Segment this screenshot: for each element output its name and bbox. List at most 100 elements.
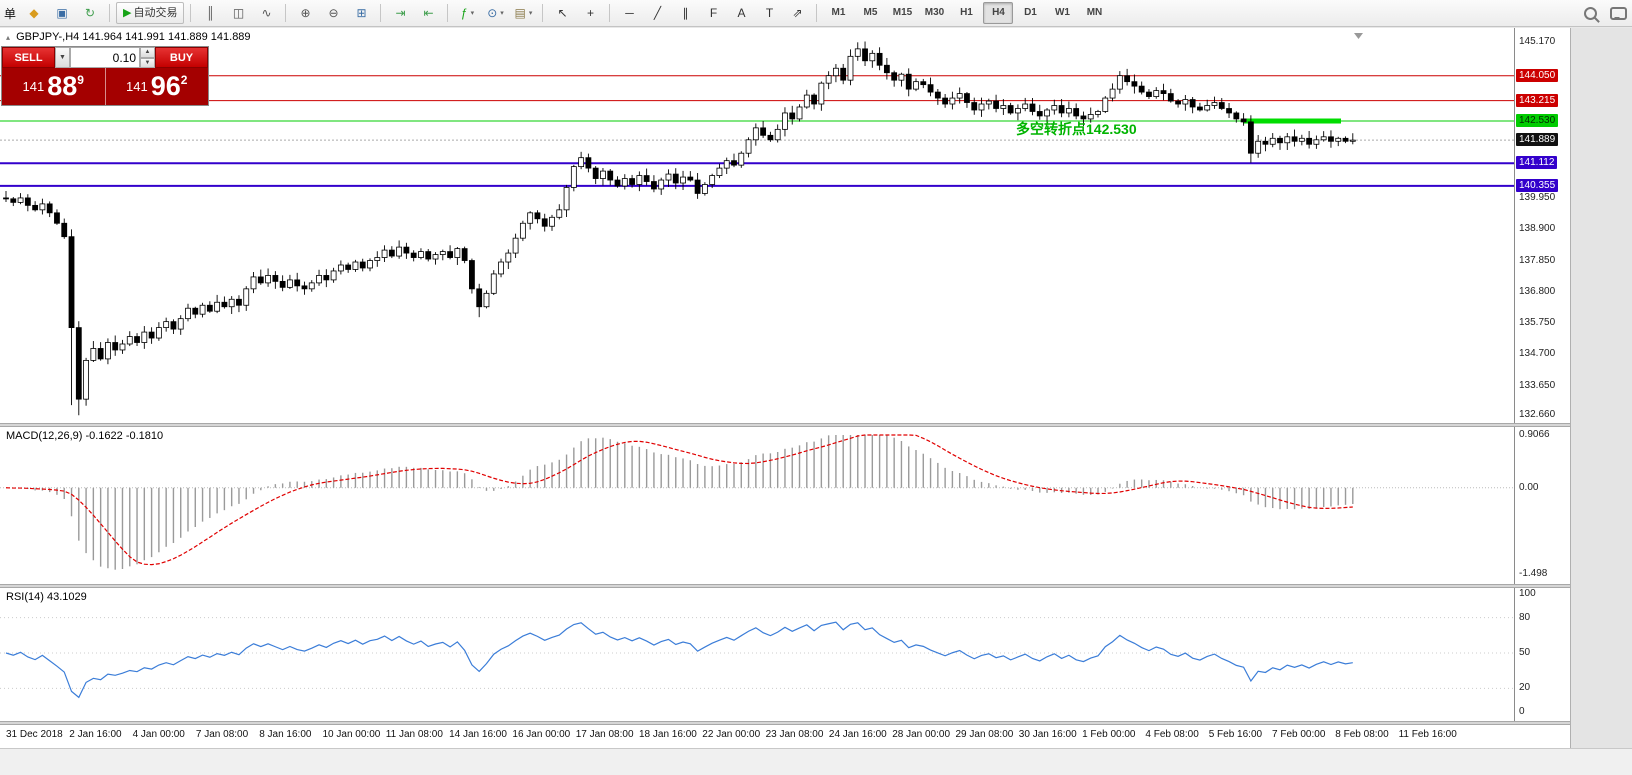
macd-axis-min: -1.498 — [1519, 568, 1548, 579]
lot-size-input[interactable]: 0.10 — [70, 47, 140, 68]
scroll-to-end-marker — [1354, 33, 1363, 39]
search-icon[interactable] — [1577, 2, 1603, 24]
new-order-icon: ◆ — [29, 6, 39, 20]
new-order-icon[interactable]: ◆ — [21, 2, 47, 24]
indicators-icon[interactable]: ƒ ▾ — [454, 2, 480, 24]
price-axis-label: 132.660 — [1519, 409, 1556, 421]
zoom-in-icon: ⊕ — [300, 6, 311, 20]
timeframe-m30[interactable]: M30 — [924, 7, 945, 18]
indicators-icon: ƒ — [460, 6, 468, 20]
time-label: 1 Feb 00:00 — [1082, 729, 1136, 740]
auto-scroll-icon[interactable]: ⇥ — [387, 2, 413, 24]
macd-axis-zero: 0.00 — [1519, 481, 1539, 493]
ask-big-digits: 96 — [150, 71, 181, 101]
lot-stepper: ▲ ▼ — [140, 47, 155, 68]
sell-button[interactable]: SELL — [2, 47, 55, 68]
lot-decrease-button[interactable]: ▼ — [140, 57, 155, 68]
candlesticks — [3, 41, 1356, 416]
ask-price-button[interactable]: 141 96 2 — [106, 68, 209, 105]
crosshair-icon: + — [586, 6, 594, 20]
pane-separator-rsi[interactable] — [0, 584, 1570, 588]
buy-button[interactable]: BUY — [155, 47, 208, 68]
time-label: 30 Jan 16:00 — [1018, 729, 1077, 740]
level-badge-140.355: 140.355 — [1516, 178, 1559, 192]
label-icon[interactable]: T — [756, 2, 782, 24]
time-label: 24 Jan 16:00 — [828, 729, 887, 740]
bar-chart-icon[interactable]: ║ — [197, 2, 223, 24]
charts-icon[interactable]: ▣ — [49, 2, 75, 24]
templates-icon[interactable]: ▤ ▾ — [510, 2, 536, 24]
text-icon[interactable]: A — [728, 2, 754, 24]
rsi-pane[interactable] — [0, 588, 1514, 721]
text-icon: A — [737, 6, 746, 20]
zoom-out-icon: ⊖ — [328, 6, 339, 20]
menu-fragment[interactable]: 单 — [4, 6, 17, 21]
crosshair-icon[interactable]: + — [577, 2, 603, 24]
periods-icon[interactable]: ⊙ ▾ — [482, 2, 508, 24]
cursor-icon: ↖ — [557, 6, 568, 20]
label-icon: T — [765, 6, 774, 20]
profiles-icon[interactable]: ↻ — [77, 2, 103, 24]
timeframe-h4[interactable]: H4 — [983, 2, 1014, 24]
lot-increase-button[interactable]: ▲ — [140, 47, 155, 58]
timeframe-h1[interactable]: H1 — [960, 7, 973, 18]
arrows-icon[interactable]: ⇗ — [784, 2, 810, 24]
autotrading-button: ▶ — [123, 6, 132, 19]
arrows-icon: ⇗ — [792, 6, 803, 20]
cursor-icon[interactable]: ↖ — [549, 2, 575, 24]
trendline-icon: ╱ — [653, 6, 662, 20]
timeframe-mn[interactable]: MN — [1086, 7, 1103, 18]
price-axis-label: 133.650 — [1519, 379, 1556, 391]
timeframe-d1[interactable]: D1 — [1024, 7, 1037, 18]
chat-icon[interactable] — [1605, 2, 1631, 24]
lot-dropdown-button[interactable]: ▼ — [55, 47, 70, 68]
time-axis[interactable]: 31 Dec 2018 2 Jan 16:00 4 Jan 00:00 7 Jan 0… — [0, 725, 1570, 748]
candlestick-chart-icon: ◫ — [232, 6, 245, 20]
autotrading-button[interactable]: ▶ 自动交易 — [116, 2, 185, 24]
timeframe-m15[interactable]: M15 — [892, 7, 913, 18]
time-label: 22 Jan 00:00 — [702, 729, 761, 740]
ask-pip-digit: 2 — [180, 73, 188, 87]
price-axis[interactable]: 145.170 139.950 138.900 137.850 136.800 135.7… — [1514, 28, 1570, 725]
chart-window[interactable]: 多空转折点142.530 ▴ GBPJPY-,H4 141.964 141.99… — [0, 28, 1570, 748]
hline-icon: ─ — [625, 6, 634, 20]
zoom-in-icon[interactable]: ⊕ — [292, 2, 318, 24]
hline-icon[interactable]: ─ — [616, 2, 642, 24]
chart-shift-icon[interactable]: ⇤ — [415, 2, 441, 24]
toolbar: 单 ◆ ▣ ↻ ▶ 自动交易 ║ ◫ ∿ ⊕ ⊖ ⊞ ⇥ ⇤ ƒ ▾ ⊙ ▾ ▤ ▾ ↖ + ─ ╱ ∥ F A T ⇗ M1 M5 M15 M… — [0, 0, 1632, 27]
bid-big-digits: 88 — [47, 71, 78, 101]
time-label: 8 Jan 16:00 — [259, 729, 312, 740]
time-label: 14 Jan 16:00 — [449, 729, 507, 740]
charts-icon: ▣ — [56, 6, 68, 20]
channel-icon: ∥ — [682, 6, 689, 20]
rsi-axis-label: 0 — [1519, 706, 1525, 717]
zoom-out-icon[interactable]: ⊖ — [320, 2, 346, 24]
trendline-icon[interactable]: ╱ — [644, 2, 670, 24]
fibonacci-icon[interactable]: F — [700, 2, 726, 24]
channel-icon[interactable]: ∥ — [672, 2, 698, 24]
pane-separator-time[interactable] — [0, 721, 1570, 725]
toolbar-separator — [380, 4, 382, 22]
one-click-trading-panel: SELL ▼ 0.10 ▲ ▼ BUY 141 88 9 141 96 2 — [1, 46, 209, 106]
price-axis-label: 135.750 — [1519, 317, 1556, 329]
time-label: 23 Jan 08:00 — [765, 729, 824, 740]
tile-windows-icon[interactable]: ⊞ — [348, 2, 374, 24]
toolbar-separator — [609, 4, 611, 22]
price-chart[interactable]: 多空转折点142.530 — [0, 28, 1514, 423]
line-chart-icon[interactable]: ∿ — [253, 2, 279, 24]
timeframe-m5[interactable]: M5 — [863, 7, 878, 18]
pane-separator-macd[interactable] — [0, 423, 1570, 427]
timeframe-m1[interactable]: M1 — [831, 7, 846, 18]
time-label: 17 Jan 08:00 — [575, 729, 634, 740]
candlestick-chart-icon[interactable]: ◫ — [225, 2, 251, 24]
profiles-icon: ↻ — [84, 6, 96, 20]
annotation-text: 多空转折点142.530 — [1016, 121, 1137, 137]
macd-pane[interactable] — [0, 427, 1514, 584]
time-label: 4 Jan 00:00 — [132, 729, 185, 740]
price-axis-label: 139.950 — [1519, 191, 1556, 203]
time-label: 18 Jan 16:00 — [639, 729, 697, 740]
timeframe-w1[interactable]: W1 — [1054, 7, 1070, 18]
rsi-axis-label: 50 — [1519, 647, 1531, 658]
bid-price-button[interactable]: 141 88 9 — [2, 68, 106, 105]
ohlc-values: 141.964 141.991 141.889 141.889 — [82, 31, 251, 43]
